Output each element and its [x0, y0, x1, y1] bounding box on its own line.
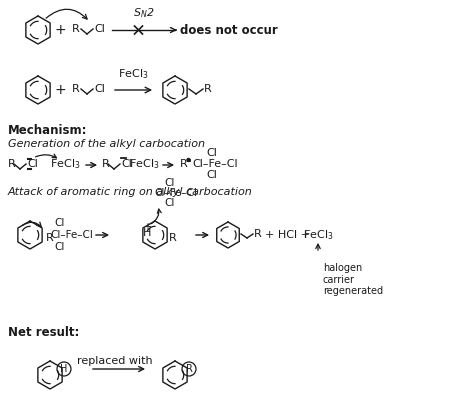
Text: R: R: [72, 84, 80, 94]
Text: Cl: Cl: [165, 198, 175, 208]
Text: Cl: Cl: [121, 159, 132, 169]
Circle shape: [187, 158, 190, 162]
Text: R: R: [180, 159, 188, 169]
Text: R: R: [102, 159, 110, 169]
Text: replaced with: replaced with: [77, 356, 153, 366]
Text: +: +: [54, 83, 66, 97]
Text: R: R: [169, 233, 177, 243]
Text: H: H: [143, 228, 151, 238]
Text: R: R: [185, 364, 192, 374]
Text: R: R: [46, 233, 54, 243]
Text: Cl: Cl: [207, 148, 218, 158]
Text: Cl: Cl: [165, 178, 175, 188]
Text: Cl: Cl: [55, 218, 65, 228]
Text: Mechanism:: Mechanism:: [8, 123, 88, 136]
Text: R: R: [8, 159, 16, 169]
Text: R: R: [254, 229, 262, 239]
Text: FeCl$_3$: FeCl$_3$: [50, 157, 81, 171]
Text: + HCl +: + HCl +: [265, 230, 310, 240]
Text: FeCl$_3$: FeCl$_3$: [303, 228, 333, 242]
Text: +: +: [143, 222, 151, 232]
Text: R: R: [204, 84, 212, 94]
Text: Cl: Cl: [27, 159, 38, 169]
Text: S$_N$2: S$_N$2: [133, 6, 155, 20]
Text: halogen
carrier
regenerated: halogen carrier regenerated: [323, 263, 383, 296]
Text: FeCl$_3$: FeCl$_3$: [129, 157, 159, 171]
Text: Cl: Cl: [94, 24, 105, 34]
Text: Cl–Fe–Cl: Cl–Fe–Cl: [50, 230, 93, 240]
Text: Cl–Fe–Cl: Cl–Fe–Cl: [192, 159, 237, 169]
Text: does not occur: does not occur: [180, 24, 278, 37]
Text: FeCl$_3$: FeCl$_3$: [118, 67, 149, 81]
Text: Cl: Cl: [207, 170, 218, 180]
Text: +: +: [54, 23, 66, 37]
Text: Net result:: Net result:: [8, 326, 79, 339]
Text: Cl: Cl: [55, 242, 65, 252]
Text: Generation of the alkyl carbocation: Generation of the alkyl carbocation: [8, 139, 205, 149]
Text: R: R: [72, 24, 80, 34]
Text: Attack of aromatic ring on alkyl carbocation: Attack of aromatic ring on alkyl carboca…: [8, 187, 253, 197]
Text: Cl: Cl: [94, 84, 105, 94]
Text: Cl–Fe–Cl: Cl–Fe–Cl: [154, 188, 197, 198]
Text: H: H: [60, 364, 68, 374]
